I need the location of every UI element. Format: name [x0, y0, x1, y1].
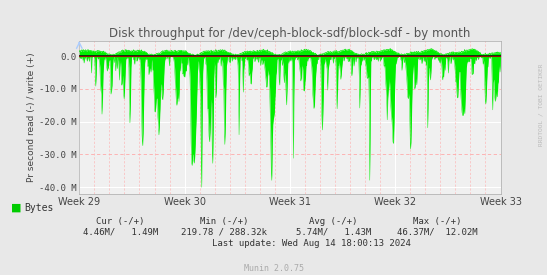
Text: 4.46M/   1.49M: 4.46M/ 1.49M	[83, 228, 158, 237]
Text: 5.74M/   1.43M: 5.74M/ 1.43M	[296, 228, 371, 237]
Text: ■: ■	[11, 203, 21, 213]
Text: RRDTOOL / TOBI OETIKER: RRDTOOL / TOBI OETIKER	[538, 63, 543, 146]
Text: 46.37M/  12.02M: 46.37M/ 12.02M	[397, 228, 478, 237]
Title: Disk throughput for /dev/ceph-block-sdf/block-sdf - by month: Disk throughput for /dev/ceph-block-sdf/…	[109, 27, 470, 40]
Y-axis label: Pr second read (-) / write (+): Pr second read (-) / write (+)	[27, 53, 36, 182]
Text: Min (-/+): Min (-/+)	[200, 217, 248, 226]
Text: Cur (-/+): Cur (-/+)	[96, 217, 144, 226]
Text: Bytes: Bytes	[25, 203, 54, 213]
Text: 219.78 / 288.32k: 219.78 / 288.32k	[181, 228, 267, 237]
Text: Avg (-/+): Avg (-/+)	[310, 217, 358, 226]
Text: Last update: Wed Aug 14 18:00:13 2024: Last update: Wed Aug 14 18:00:13 2024	[212, 239, 411, 248]
Text: Munin 2.0.75: Munin 2.0.75	[243, 264, 304, 273]
Text: Max (-/+): Max (-/+)	[414, 217, 462, 226]
